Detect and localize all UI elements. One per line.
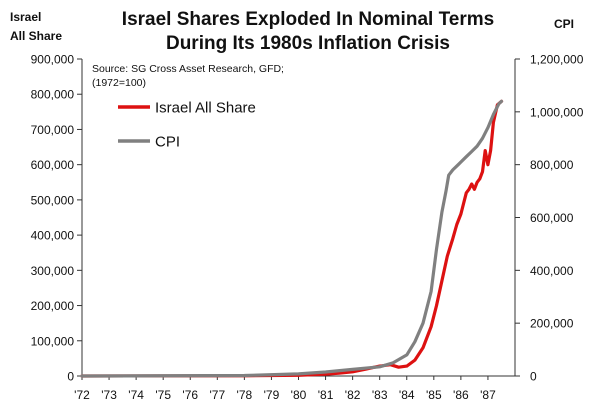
left-axis-label-line-2: All Share (10, 29, 62, 43)
x-axis-tick-label: '80 (291, 388, 307, 402)
x-axis-tick-label: '83 (372, 388, 388, 402)
source-note-line-2: (1972=100) (92, 77, 146, 89)
right-axis-tick-label: 0 (530, 370, 537, 384)
x-axis-tick-label: '73 (101, 388, 117, 402)
right-axis-label: CPI (554, 17, 574, 31)
left-axis-tick-label: 0 (67, 370, 74, 384)
right-axis-tick-label: 1,200,000 (530, 53, 584, 67)
left-axis-tick-label: 500,000 (31, 193, 75, 207)
x-axis-tick-label: '87 (480, 388, 496, 402)
x-axis-tick-label: '77 (209, 388, 225, 402)
series-line-israel-all-share (80, 99, 504, 378)
source-note-line-1: Source: SG Cross Asset Research, GFD; (92, 63, 284, 75)
x-axis-tick-label: '86 (453, 388, 469, 402)
x-axis-tick-label: '85 (426, 388, 442, 402)
left-axis-tick-label: 800,000 (31, 88, 75, 102)
x-axis-tick-label: '76 (182, 388, 198, 402)
left-axis-tick-label: 100,000 (31, 334, 75, 348)
legend: Israel All Share CPI (118, 100, 256, 151)
x-axis-tick-label: '75 (155, 388, 171, 402)
right-axis-tick-label: 1,000,000 (530, 105, 584, 119)
x-axis-tick-label: '84 (399, 388, 415, 402)
x-axis-tick-label: '74 (128, 388, 144, 402)
x-axis-tick-label: '79 (264, 388, 280, 402)
right-axis-tick-label: 600,000 (530, 211, 574, 225)
left-axis-tick-label: 600,000 (31, 158, 75, 172)
chart-title-line-1: Israel Shares Exploded In Nominal Terms (122, 9, 494, 30)
left-axis-label-line-1: Israel (10, 10, 41, 24)
series-line-cpi (80, 99, 504, 378)
right-axis-tick-label: 200,000 (530, 317, 574, 331)
chart-title-line-2: During Its 1980s Inflation Crisis (166, 33, 450, 54)
left-axis-tick-label: 700,000 (31, 123, 75, 137)
left-axis-tick-label: 400,000 (31, 229, 75, 243)
left-axis-tick-label: 900,000 (31, 53, 75, 67)
left-axis-tick-label: 300,000 (31, 264, 75, 278)
left-axis-tick-label: 200,000 (31, 299, 75, 313)
x-axis-tick-label: '78 (237, 388, 253, 402)
x-axis-tick-label: '82 (345, 388, 361, 402)
right-axis-tick-label: 400,000 (530, 264, 574, 278)
x-axis-tick-label: '72 (74, 388, 90, 402)
axes: 0 100,000 200,000 300,000 400,000 500,000 600,… (31, 53, 584, 403)
right-axis-tick-label: 800,000 (530, 158, 574, 172)
legend-label: CPI (155, 134, 180, 151)
x-axis-tick-label: '81 (318, 388, 334, 402)
legend-label: Israel All Share (155, 100, 256, 117)
series-lines (80, 99, 504, 378)
